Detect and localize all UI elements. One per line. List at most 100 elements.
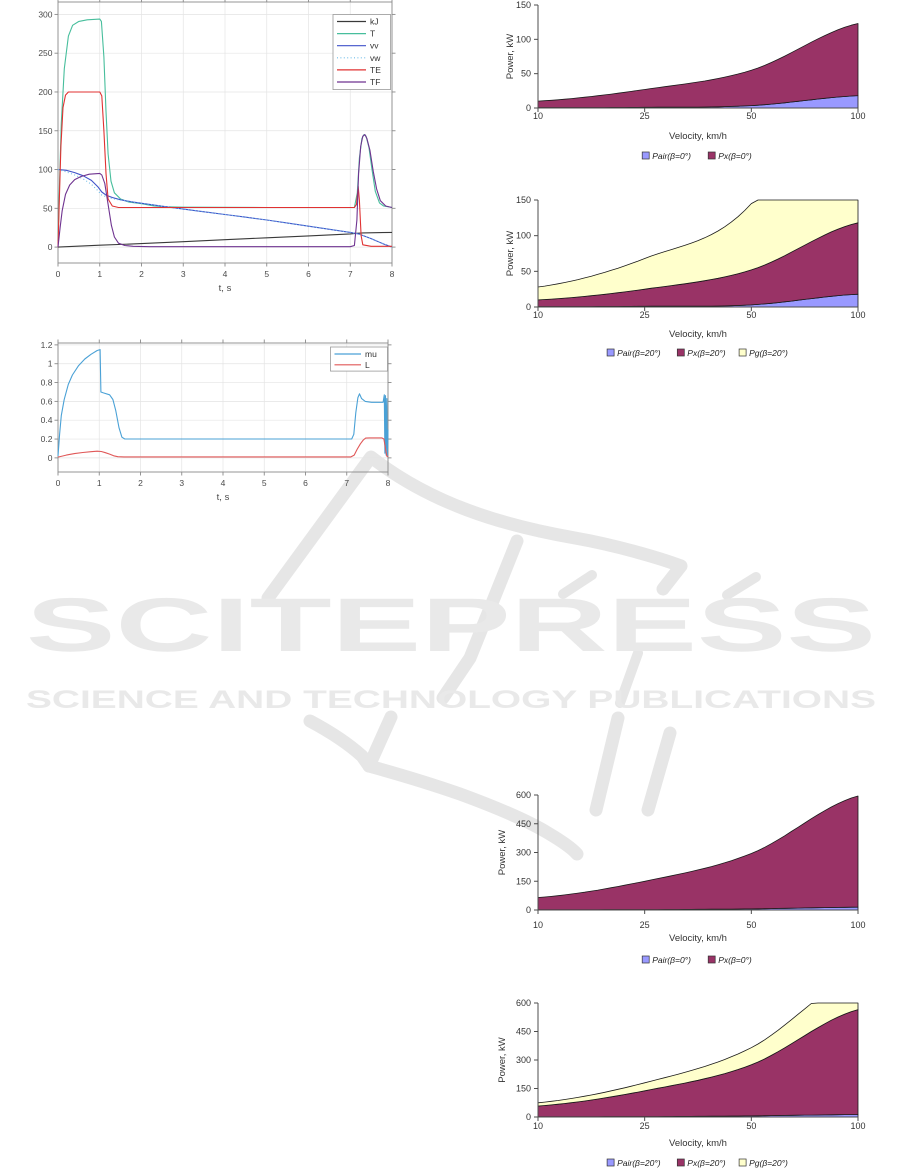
x-tick-label: 25 (640, 310, 650, 320)
legend-label: L (365, 360, 370, 370)
x-tick-label: 3 (179, 478, 184, 488)
x-tick-label: 5 (262, 478, 267, 488)
legend-label: Px(β=20°) (687, 348, 725, 358)
y-tick-label: 150 (516, 195, 531, 205)
y-tick-label: 0.4 (41, 415, 53, 425)
x-tick-label: 1 (97, 269, 102, 279)
watermark-line (303, 710, 398, 773)
y-tick-label: 0.6 (41, 396, 53, 406)
x-tick-label: 8 (390, 269, 395, 279)
legend-label: Px(β=0°) (718, 151, 752, 161)
series-mu (57, 349, 389, 457)
y-tick-label: 50 (521, 266, 531, 276)
y-tick-label: 1.2 (41, 340, 53, 350)
x-tick-label: 7 (344, 478, 349, 488)
y-tick-label: 0 (526, 302, 531, 312)
x-tick-label: 2 (138, 478, 143, 488)
power-chart-beta20-600: 0 150 300 450 600 10 25 50 100 Velocity, km/h Powe… (497, 998, 866, 1168)
watermark-line (362, 759, 584, 861)
legend-label: Pair(β=20°) (617, 1158, 661, 1168)
x-tick-label: 50 (746, 310, 756, 320)
legend-label: TE (370, 65, 381, 75)
x-tick-label: 2 (139, 269, 144, 279)
y-tick-label: 100 (516, 231, 531, 241)
y-tick-label: 0 (526, 103, 531, 113)
x-axis-label: Velocity, km/h (669, 1138, 727, 1149)
y-tick-label: 300 (516, 1055, 531, 1065)
legend-swatch (606, 348, 615, 357)
power-chart-beta0-600: 0 150 300 450 600 10 25 50 100 Velocity, km/h Powe… (497, 790, 866, 965)
legend-label: Px(β=20°) (687, 1158, 725, 1168)
y-tick-label: 0 (48, 453, 53, 463)
legend-label: kJ (370, 17, 379, 27)
y-tick-label: 200 (38, 87, 52, 97)
y-tick-label: 450 (516, 819, 531, 829)
power-chart-beta0-150: 0 50 100 150 10 25 50 100 Velocity, km/h Power, k… (505, 0, 866, 161)
legend-swatch (707, 955, 716, 964)
watermark-subtitle: SCIENCE AND TECHNOLOGY PUBLICATIONS (26, 686, 876, 714)
x-tick-label: 0 (56, 478, 61, 488)
legend-label: Pair(β=0°) (652, 955, 691, 965)
x-tick-label: 25 (640, 920, 650, 930)
x-tick-label: 100 (850, 111, 865, 121)
x-axis-label: Velocity, km/h (669, 933, 727, 944)
legend-swatch (738, 1158, 747, 1167)
x-tick-label: 4 (223, 269, 228, 279)
y-tick-label: 100 (516, 34, 531, 44)
x-tick-label: 10 (533, 310, 543, 320)
y-tick-label: 50 (43, 203, 53, 213)
x-tick-label: 50 (746, 1121, 756, 1131)
y-tick-label: 150 (516, 876, 531, 886)
legend-label: vw (370, 53, 381, 63)
y-tick-label: 300 (516, 848, 531, 858)
legend-label: Pair(β=20°) (617, 348, 661, 358)
y-tick-label: 0 (526, 1112, 531, 1122)
legend-label: Pg(β=20°) (749, 1158, 788, 1168)
legend-label: Pg(β=20°) (749, 348, 788, 358)
legend-label: TF (370, 77, 380, 87)
legend-label: Px(β=0°) (718, 955, 752, 965)
x-tick-label: 100 (850, 310, 865, 320)
legend-label: T (370, 29, 375, 39)
simulation-plot-torque-energy: 0 1 2 3 4 5 6 7 8 0 50 100 150 200 250 300 t, s kJ Tvv vw TE… (38, 0, 396, 294)
y-tick-label: 50 (521, 69, 531, 79)
legend-swatch (606, 1158, 615, 1167)
y-tick-label: 0.8 (41, 378, 53, 388)
y-tick-label: 150 (516, 0, 531, 10)
x-tick-label: 7 (348, 269, 353, 279)
watermark-line (558, 570, 597, 599)
area-band-Pg(β=20°) (537, 199, 859, 301)
series-TE (57, 91, 392, 248)
legend-swatch (707, 151, 716, 160)
x-axis-label: t, s (217, 492, 230, 503)
x-tick-label: 6 (306, 269, 311, 279)
y-tick-label: 300 (38, 9, 52, 19)
x-axis-label: Velocity, km/h (669, 131, 727, 142)
y-tick-label: 0 (48, 242, 53, 252)
watermark-title: SCITEPRESS (26, 583, 876, 668)
y-tick-label: 0.2 (41, 434, 53, 444)
x-tick-label: 10 (533, 920, 543, 930)
y-axis-label: Power, kW (505, 34, 516, 79)
x-tick-label: 100 (850, 920, 865, 930)
x-tick-label: 25 (640, 111, 650, 121)
watermark-line (589, 711, 625, 817)
y-tick-label: 600 (516, 998, 531, 1008)
y-axis-label: Power, kW (497, 1037, 508, 1082)
simulation-plot-mu-L: 0 1 2 3 4 5 6 7 8 0 0.2 0.4 0.6 0.8 1 1.2 t, s muL (41, 339, 392, 503)
watermark-line (615, 648, 643, 708)
y-tick-label: 1 (48, 359, 53, 369)
legend-swatch (676, 1158, 685, 1167)
x-tick-label: 6 (303, 478, 308, 488)
y-tick-label: 150 (516, 1084, 531, 1094)
legend-swatch (641, 151, 650, 160)
legend-swatch (641, 955, 650, 964)
watermark-line (641, 726, 677, 817)
y-axis-label: Power, kW (505, 231, 516, 276)
y-tick-label: 250 (38, 48, 52, 58)
x-axis-label: t, s (219, 283, 232, 294)
series-TF (57, 134, 393, 248)
legend-box (330, 346, 388, 372)
